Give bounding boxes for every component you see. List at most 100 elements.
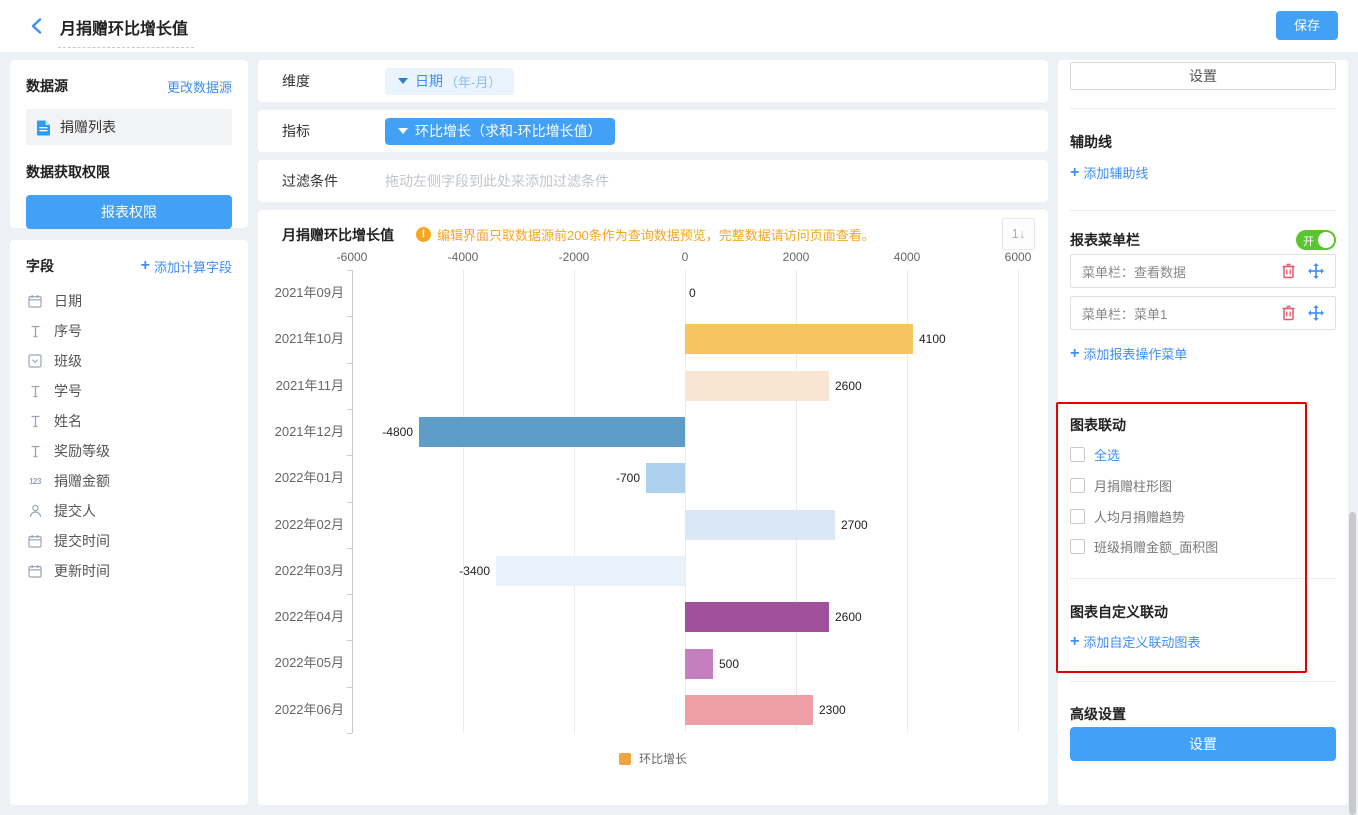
linkage-checkbox-row[interactable]: 人均月捐赠趋势 [1070,507,1336,526]
linkage-option-label: 月捐赠柱形图 [1094,479,1173,494]
menu-bar-toggle[interactable]: 开 [1296,230,1336,250]
y-axis-line [352,270,353,733]
text-icon [26,383,44,399]
checkbox-icon[interactable] [1070,447,1085,462]
plus-icon: + [1070,632,1080,650]
chart-legend: 环比增长 [258,750,1048,767]
gridline [463,270,464,733]
bar[interactable] [685,648,713,679]
bar[interactable] [496,555,685,586]
select-all-checkbox-row[interactable]: 全选 [1070,445,1336,464]
bar[interactable] [646,463,685,494]
datasource-name: 捐赠列表 [60,119,116,135]
x-tick-label: -6000 [336,250,368,264]
x-tick-label: 0 [681,250,689,264]
y-axis-tick [347,686,352,688]
bar-value-label: 500 [719,656,740,671]
field-item[interactable]: 123 捐赠金额 [26,466,232,496]
filter-row[interactable]: 过滤条件 拖动左侧字段到此处来添加过滤条件 [258,160,1048,202]
field-item[interactable]: 日期 [26,286,232,316]
field-item[interactable]: 提交时间 [26,526,232,556]
add-calculated-field-link[interactable]: + 添加计算字段 [140,257,232,275]
field-item[interactable]: 班级 [26,346,232,376]
move-icon[interactable] [1308,263,1324,279]
field-item[interactable]: 更新时间 [26,556,232,586]
x-tick-label: 2000 [782,250,810,264]
legend-label: 环比增长 [638,752,687,766]
chevron-down-icon [398,78,408,84]
bar[interactable] [685,602,829,633]
y-axis-tick [347,547,352,549]
checkbox-icon[interactable] [1070,539,1085,554]
fields-list: 日期序号 班级学号姓名 奖励等级 123 捐赠金额提交人提交时间更新时间 [26,286,232,586]
field-item[interactable]: 提交人 [26,496,232,526]
category-label: 2022年02月 [274,516,344,532]
category-label: 2021年10月 [274,331,344,347]
settings-button[interactable]: 设置 [1070,62,1336,90]
datasource-panel: 数据源 更改数据源 捐赠列表 数据获取权限 报表权限 [10,60,248,229]
custom-linkage-title: 图表自定义联动 [1070,604,1168,620]
filter-placeholder: 拖动左侧字段到此处来添加过滤条件 [385,173,609,189]
plus-icon: + [1070,163,1080,181]
checkbox-icon[interactable] [1070,478,1085,493]
category-label: 2022年05月 [274,655,344,671]
dimension-pill[interactable]: 日期 （年-月） [385,67,515,95]
auxiliary-line-title: 辅助线 [1070,134,1112,150]
move-icon[interactable] [1308,305,1324,321]
bar[interactable] [419,417,685,448]
plus-icon: + [140,257,150,274]
menu-bar-item[interactable]: 菜单栏：菜单1 [1070,296,1336,330]
field-label: 捐赠金额 [54,473,110,489]
field-item[interactable]: 奖励等级 [26,436,232,466]
category-label: 2022年03月 [274,562,344,578]
bar[interactable] [685,324,913,355]
bar-value-label: -700 [615,471,640,486]
field-label: 更新时间 [54,563,110,579]
add-report-menu-link[interactable]: + 添加报表操作菜单 [1070,344,1188,362]
field-item[interactable]: 学号 [26,376,232,406]
bar[interactable] [685,694,813,725]
field-label: 学号 [54,383,82,399]
gridline [796,270,797,733]
chart-title: 月捐赠环比增长值 [282,227,394,243]
save-button[interactable]: 保存 [1276,11,1338,40]
sort-button[interactable]: 1↓ [1002,218,1035,250]
bar-value-label: -3400 [459,563,490,578]
category-label: 2022年06月 [274,701,344,717]
linkage-checkbox-row[interactable]: 班级捐赠金额_面积图 [1070,537,1336,556]
change-datasource-link[interactable]: 更改数据源 [166,79,232,95]
fields-title: 字段 [26,258,54,274]
x-tick-label: 4000 [893,250,921,264]
y-axis-tick [347,362,352,364]
divider [1070,681,1336,682]
back-icon[interactable] [28,17,46,35]
bar[interactable] [685,509,835,540]
add-auxiliary-line-link[interactable]: + 添加辅助线 [1070,163,1149,181]
field-item[interactable]: 序号 [26,316,232,346]
bar-value-label: 2700 [841,517,868,532]
linkage-option-label: 班级捐赠金额_面积图 [1094,540,1219,555]
metric-pill[interactable]: 环比增长（求和-环比增长值） [385,117,615,145]
add-custom-linkage-link[interactable]: + 添加自定义联动图表 [1070,632,1201,650]
field-label: 日期 [54,293,82,309]
scrollbar[interactable] [1349,512,1356,815]
menu-item-label: 菜单栏：查看数据 [1082,264,1187,280]
checkbox-icon[interactable] [1070,508,1085,524]
trash-icon[interactable] [1281,305,1297,321]
bar-value-label: 2600 [835,610,862,625]
datasource-item[interactable]: 捐赠列表 [26,109,232,145]
y-axis-tick [347,733,352,734]
datasource-title: 数据源 [26,78,68,94]
linkage-checkbox-row[interactable]: 月捐赠柱形图 [1070,476,1336,495]
report-permission-button[interactable]: 报表权限 [26,195,232,229]
advanced-settings-button[interactable]: 设置 [1070,727,1336,761]
trash-icon[interactable] [1281,263,1297,279]
field-item[interactable]: 姓名 [26,406,232,436]
menu-bar-item[interactable]: 菜单栏：查看数据 [1070,254,1336,288]
field-label: 提交人 [54,503,96,519]
person-icon [26,503,44,519]
bar[interactable] [685,370,829,401]
linkage-option-label: 人均月捐赠趋势 [1094,509,1186,525]
text-icon [26,413,44,429]
chart-warning: ! 编辑界面只取数据源前200条作为查询数据预览，完整数据请访问页面查看。 [416,225,875,244]
